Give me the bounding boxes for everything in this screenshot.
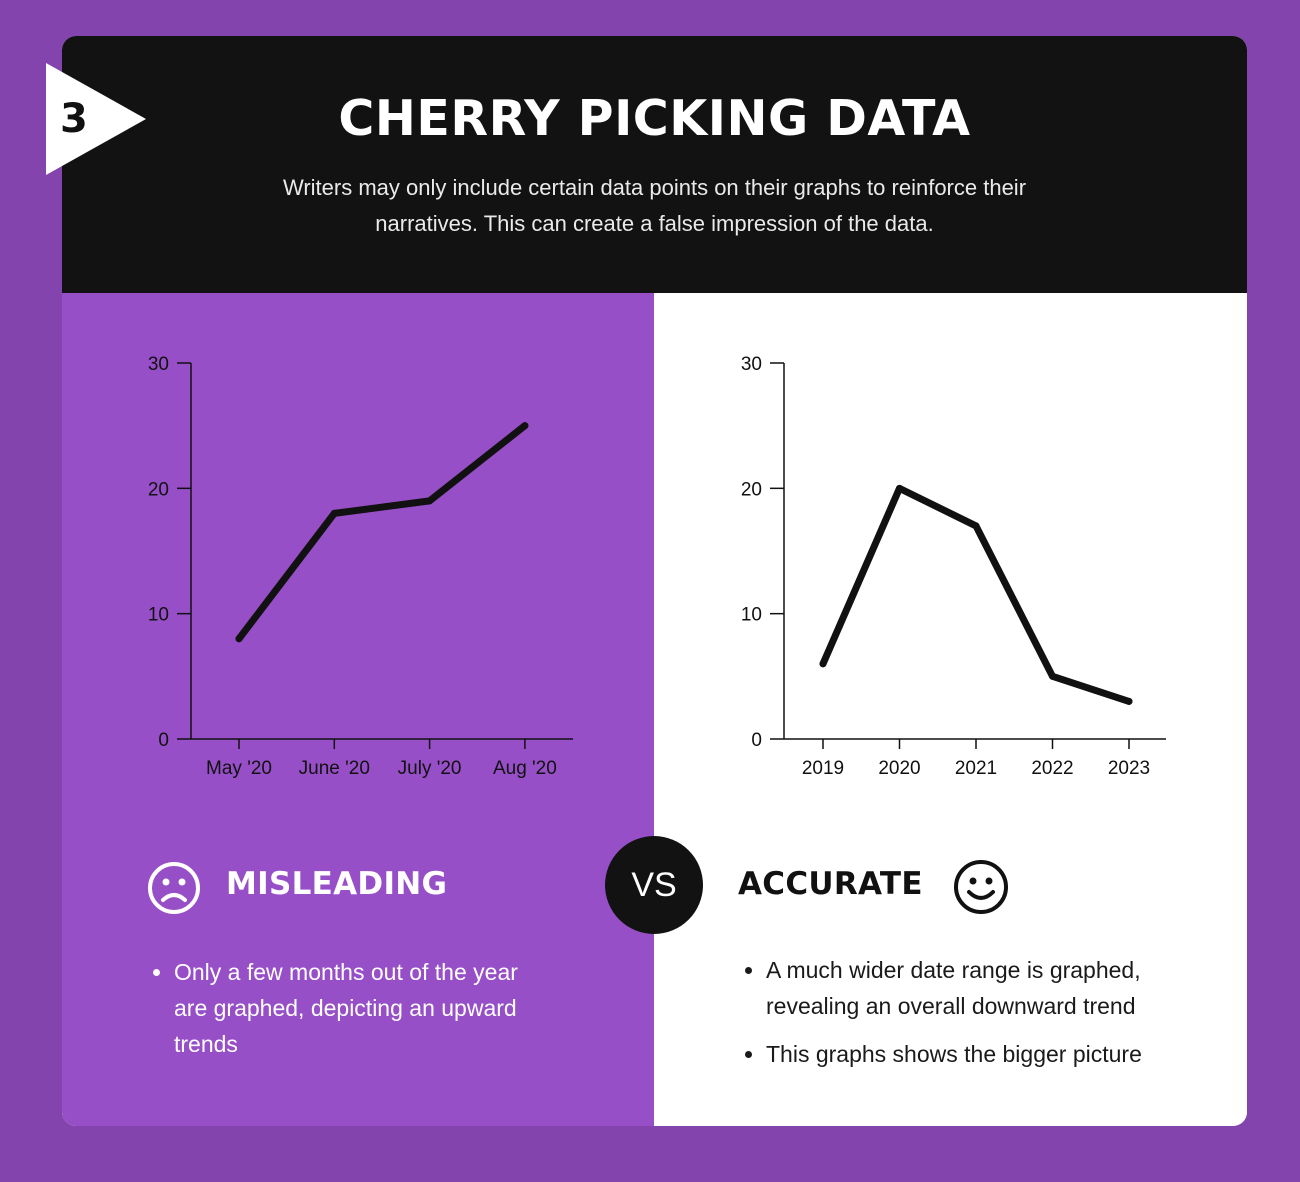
infographic-card: CHERRY PICKING DATA Writers may only inc… [62,36,1247,1126]
data-point [972,522,980,530]
x-tick-label: 2022 [1031,758,1073,779]
list-item: A much wider date range is graphed, reve… [766,952,1236,1024]
data-point [896,484,903,492]
list-item: This graphs shows the bigger picture [766,1036,1236,1072]
data-point [1125,697,1133,705]
page-title: CHERRY PICKING DATA [338,90,971,147]
series-line [235,422,529,643]
accurate-heading: ACCURATE [738,866,923,902]
smiley-face-icon [954,860,1008,914]
y-tick-label: 10 [741,605,762,626]
y-tick-label: 20 [741,479,762,500]
x-tick-label: July '20 [398,758,462,779]
step-badge-arrow-icon [46,63,146,175]
data-point [426,497,434,505]
y-tick-label: 0 [751,730,762,751]
x-tick-label: May '20 [206,758,272,779]
y-tick-label: 30 [741,354,762,375]
list-item: Only a few months out of the year are gr… [174,954,544,1062]
misleading-panel [62,293,654,1126]
data-point [330,509,338,517]
data-point [1049,672,1056,680]
data-point [819,660,827,668]
y-tick-label: 30 [148,354,169,375]
accurate-panel [654,293,1247,1126]
data-point [521,422,529,430]
step-number: 3 [60,96,88,142]
y-tick-label: 10 [148,605,169,626]
page-subtitle: Writers may only include certain data po… [282,175,1027,236]
x-tick-label: 2020 [878,758,920,779]
data-point [235,635,243,643]
series-line [819,484,1133,705]
y-tick-label: 0 [158,730,169,751]
accurate-bullets: A much wider date range is graphed, reve… [738,952,1236,1084]
sad-face-icon [148,862,200,914]
x-tick-label: 2019 [802,758,844,779]
y-tick-label: 20 [148,479,169,500]
x-tick-label: June '20 [299,758,370,779]
x-tick-label: 2021 [955,758,997,779]
vs-badge: VS [605,836,703,934]
x-tick-label: 2023 [1108,758,1150,779]
misleading-bullets: Only a few months out of the year are gr… [146,954,544,1074]
header: CHERRY PICKING DATA Writers may only inc… [62,36,1247,293]
x-tick-label: Aug '20 [493,758,557,779]
misleading-heading: MISLEADING [226,866,448,902]
